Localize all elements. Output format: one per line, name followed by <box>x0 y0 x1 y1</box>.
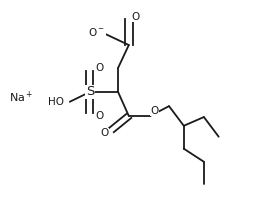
Text: O: O <box>95 111 104 121</box>
Text: O$^-$: O$^-$ <box>88 26 105 38</box>
Text: O: O <box>150 105 159 116</box>
Text: S: S <box>86 86 94 98</box>
Text: O: O <box>131 12 140 22</box>
Text: O: O <box>101 128 109 138</box>
Text: Na$^+$: Na$^+$ <box>9 90 34 105</box>
Text: HO: HO <box>49 97 64 107</box>
Text: O: O <box>95 63 104 73</box>
